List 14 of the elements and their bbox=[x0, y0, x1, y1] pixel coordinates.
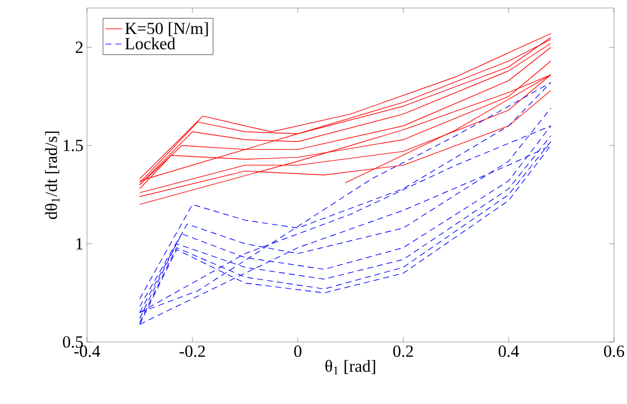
x-tick-label: 0 bbox=[294, 346, 302, 357]
x-tick-label: -0.2 bbox=[180, 346, 205, 358]
x-tick-label: 0.6 bbox=[604, 346, 624, 358]
legend-label: Locked bbox=[125, 37, 176, 50]
y-axis-title: dθ$_{1}$/dt [rad/s] bbox=[45, 132, 60, 220]
x-tick-label: 0.2 bbox=[393, 346, 413, 358]
legend-label: K=50 [N/m] bbox=[125, 22, 208, 36]
y-tick-label: 1 bbox=[76, 238, 82, 250]
x-tick-label: -0.4 bbox=[74, 346, 100, 358]
x-tick-label: 0.4 bbox=[498, 346, 519, 358]
y-tick-label: 0.5 bbox=[62, 336, 83, 348]
x-axis-title: θ$_{1}$ [rad] bbox=[325, 360, 376, 374]
y-tick-label: 1.5 bbox=[64, 140, 83, 152]
y-tick-label: 2 bbox=[76, 42, 83, 53]
